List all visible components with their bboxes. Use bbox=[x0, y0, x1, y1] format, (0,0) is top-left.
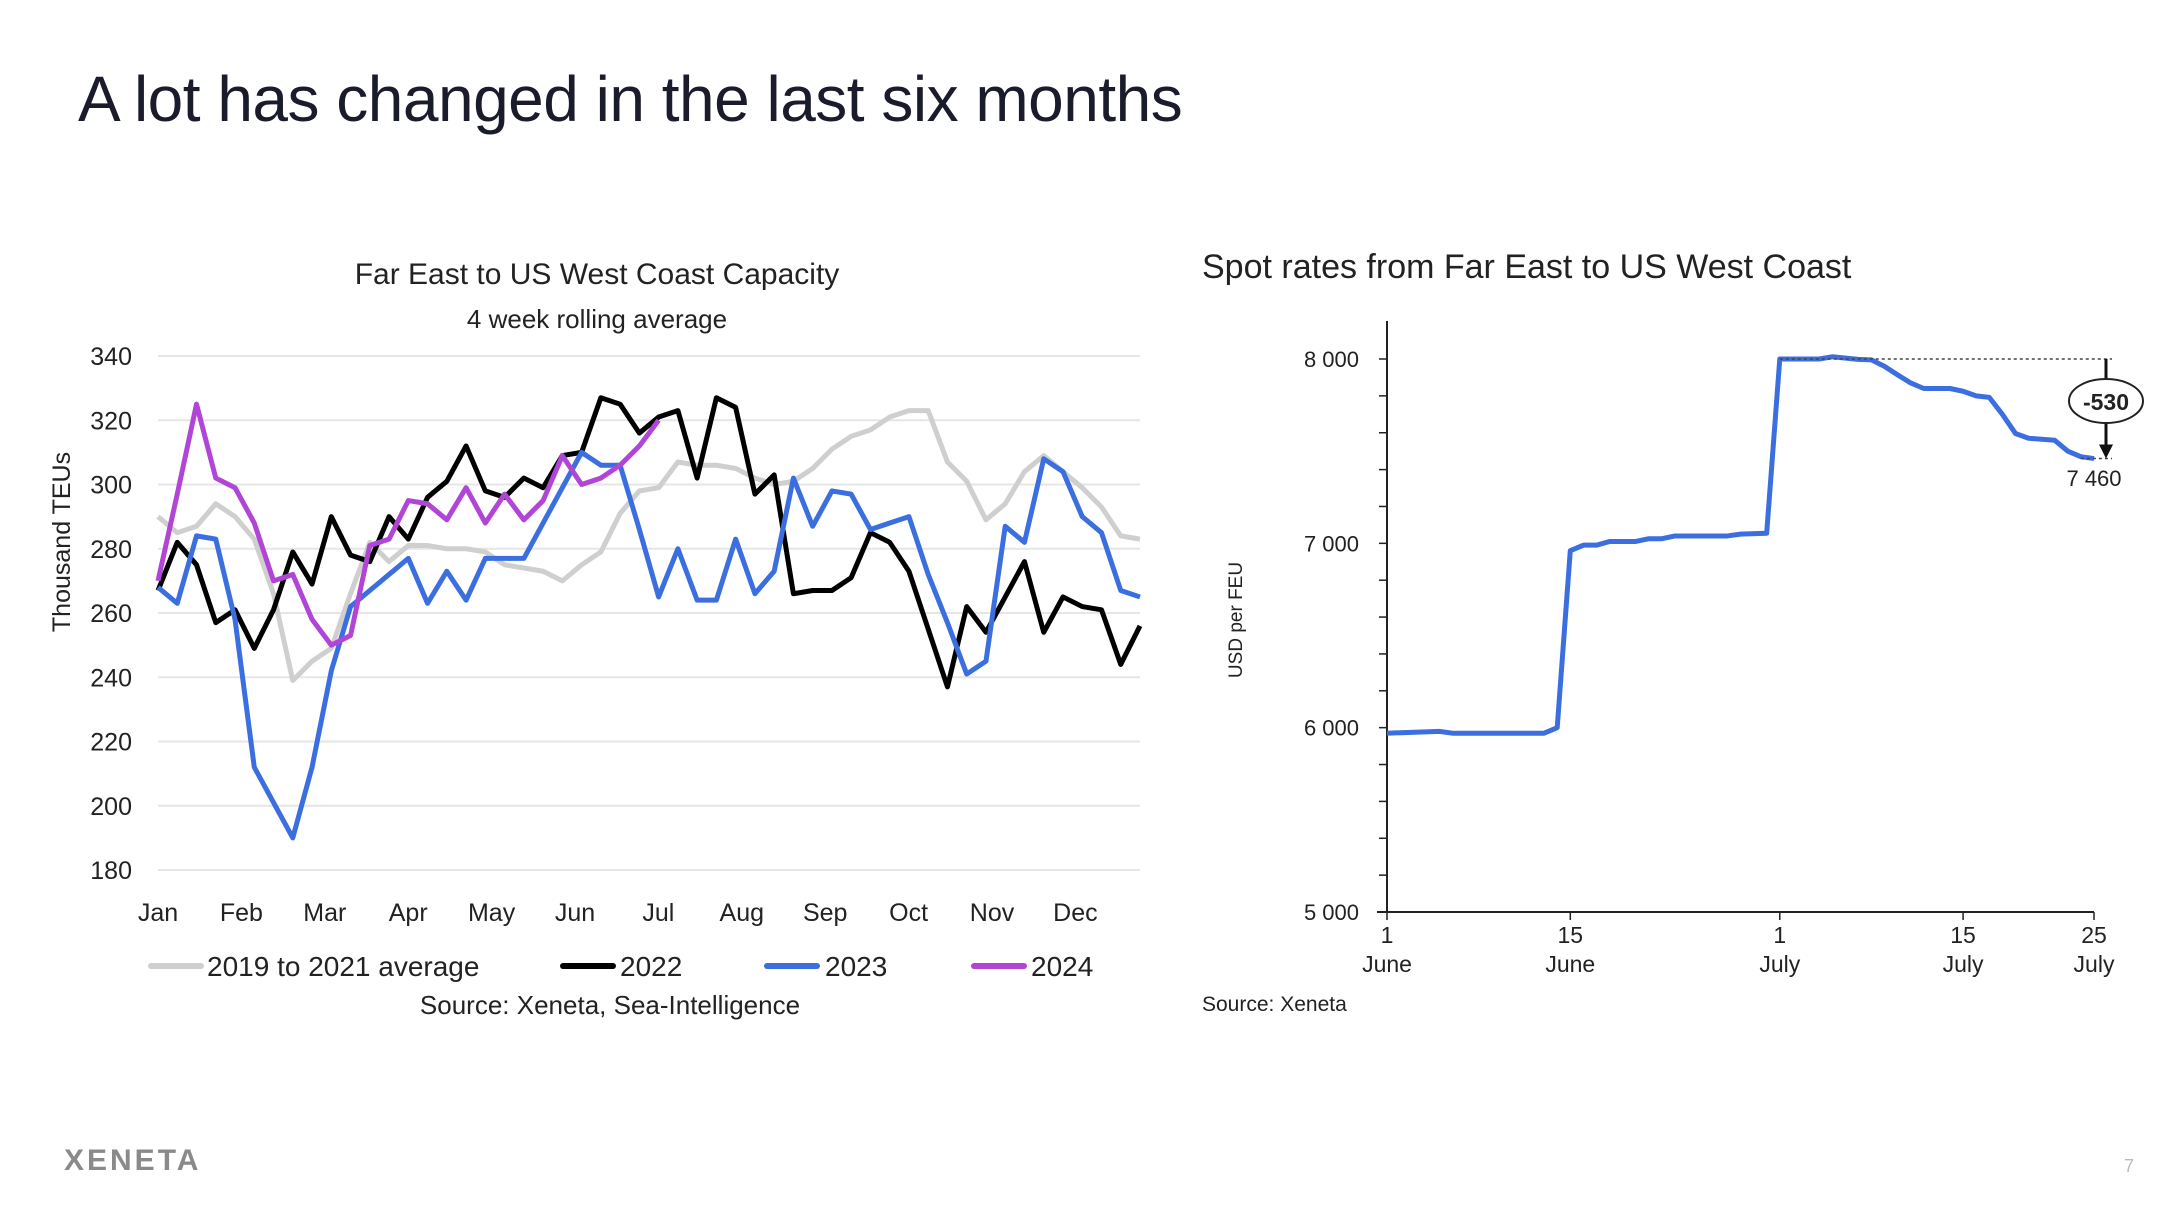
y-tick-label: 340 bbox=[90, 343, 132, 371]
y-tick-label: 320 bbox=[90, 407, 132, 435]
y-tick-label: 300 bbox=[90, 472, 132, 500]
y-tick-label: 240 bbox=[90, 664, 132, 692]
series-line-2024 bbox=[155, 401, 661, 648]
series-line-2023 bbox=[156, 449, 1141, 841]
change-badge bbox=[2068, 378, 2144, 424]
x-tick-day: 15 bbox=[1557, 922, 1583, 948]
spot-rate-chart: 5 000 6 000 7 000 8 000 USD per FEU 1 June 15 Ju… bbox=[1202, 321, 2144, 1016]
y-tick-label: 220 bbox=[90, 729, 132, 757]
y-tick-label: 260 bbox=[90, 600, 132, 628]
y-axis-title: Thousand TEUs bbox=[48, 452, 76, 632]
xeneta-logo: XENETA bbox=[64, 1144, 202, 1177]
x-tick-label: Jun bbox=[555, 899, 595, 927]
x-tick-label: Dec bbox=[1053, 899, 1097, 927]
slide-title: A lot has changed in the last six months bbox=[78, 63, 1183, 135]
x-tick-label: Oct bbox=[889, 899, 928, 927]
spot-rate-line bbox=[1386, 354, 2095, 736]
final-value-label: 7 460 bbox=[2066, 466, 2121, 491]
source-note: Source: Xeneta, Sea-Intelligence bbox=[420, 990, 800, 1020]
spot-rate-chart-title: Spot rates from Far East to US West Coas… bbox=[1202, 248, 1852, 286]
x-tick-day: 1 bbox=[1773, 922, 1786, 948]
legend-label: 2019 to 2021 average bbox=[207, 951, 479, 982]
change-label: -530 bbox=[2083, 389, 2129, 415]
y-tick-label: 7 000 bbox=[1304, 531, 1359, 556]
x-tick-label: Feb bbox=[220, 899, 263, 927]
x-tick-month: July bbox=[1759, 951, 1800, 977]
x-tick-label: Mar bbox=[303, 899, 346, 927]
x-tick-label: Apr bbox=[389, 899, 428, 927]
legend-label: 2023 bbox=[825, 951, 887, 982]
x-tick-month: July bbox=[1943, 951, 1984, 977]
x-tick-label: Jul bbox=[642, 899, 674, 927]
capacity-chart-title: Far East to US West Coast Capacity bbox=[354, 258, 840, 291]
x-tick-month: June bbox=[1362, 951, 1412, 977]
x-tick-label: Nov bbox=[970, 899, 1015, 927]
series-line-2022 bbox=[155, 395, 1143, 690]
capacity-chart: 180 200 220 240 260 280 300 320 340 Jan Feb Mar Apr M… bbox=[48, 343, 1143, 1020]
y-tick-label: 5 000 bbox=[1304, 900, 1359, 925]
x-tick-label: Aug bbox=[720, 899, 764, 927]
x-tick-day: 15 bbox=[1950, 922, 1976, 948]
y-tick-label: 180 bbox=[90, 857, 132, 885]
legend-label: 2024 bbox=[1031, 951, 1093, 982]
arrow-down-icon bbox=[2099, 444, 2113, 459]
series-line-2019-to-2021-average bbox=[156, 408, 1141, 683]
page-number: 7 bbox=[2124, 1156, 2135, 1176]
source-note: Source: Xeneta bbox=[1202, 993, 1347, 1016]
x-tick-label: Jan bbox=[138, 899, 178, 927]
y-axis-title: USD per FEU bbox=[1226, 562, 1247, 678]
y-tick-label: 200 bbox=[90, 793, 132, 821]
y-tick-label: 280 bbox=[90, 536, 132, 564]
y-tick-label: 8 000 bbox=[1304, 347, 1359, 372]
x-tick-label: May bbox=[468, 899, 516, 927]
capacity-chart-subtitle: 4 week rolling average bbox=[466, 304, 728, 334]
x-tick-day: 1 bbox=[1381, 922, 1394, 948]
x-tick-month: June bbox=[1545, 951, 1595, 977]
x-tick-month: July bbox=[2074, 951, 2115, 977]
x-tick-label: Sep bbox=[803, 899, 847, 927]
y-tick-label: 6 000 bbox=[1304, 716, 1359, 741]
legend-label: 2022 bbox=[620, 951, 682, 982]
x-tick-day: 25 bbox=[2081, 922, 2107, 948]
